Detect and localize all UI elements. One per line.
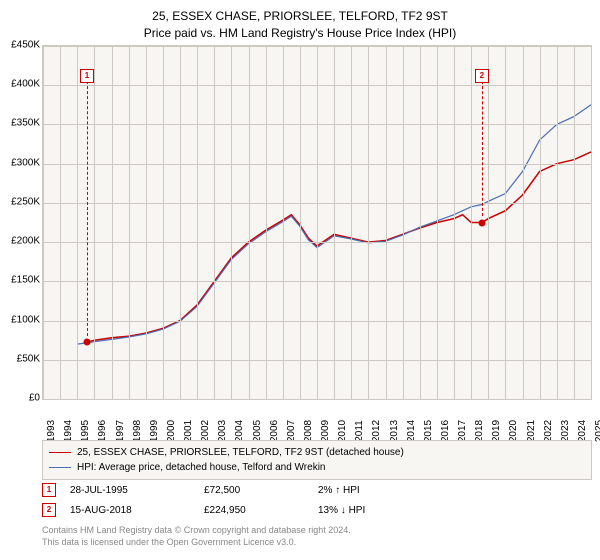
x-tick-label: 2008 (303, 420, 314, 442)
footnote-line: This data is licensed under the Open Gov… (42, 537, 592, 549)
y-tick-label: £400K (0, 79, 40, 90)
price-row: 1 28-JUL-1995 £72,500 2% ↑ HPI (42, 480, 592, 500)
y-tick-label: £50K (0, 353, 40, 364)
price-row-price: £224,950 (204, 505, 304, 516)
x-tick-label: 2002 (200, 420, 211, 442)
x-tick-label: 2013 (389, 420, 400, 442)
x-axis: 1993199419951996199719981999200020012002… (42, 403, 592, 433)
x-tick-label: 1997 (115, 420, 126, 442)
y-tick-label: £450K (0, 40, 40, 51)
legend-item: HPI: Average price, detached house, Telf… (49, 460, 585, 475)
x-tick-label: 1996 (97, 420, 108, 442)
x-tick-label: 2017 (457, 420, 468, 442)
y-axis: £0£50K£100K£150K£200K£250K£300K£350K£400… (0, 45, 40, 400)
y-tick-label: £300K (0, 157, 40, 168)
x-tick-label: 2000 (166, 420, 177, 442)
x-tick-label: 1998 (132, 420, 143, 442)
x-tick-label: 2005 (252, 420, 263, 442)
legend: 25, ESSEX CHASE, PRIORSLEE, TELFORD, TF2… (42, 440, 592, 480)
x-tick-label: 2004 (234, 420, 245, 442)
chart: £0 £50K £100K £150K £200K £250K £300K £350K £400… (0, 45, 600, 435)
x-tick-label: 2007 (286, 420, 297, 442)
x-tick-label: 2003 (217, 420, 228, 442)
legend-swatch (49, 467, 71, 468)
x-tick-label: 2009 (320, 420, 331, 442)
x-tick-label: 2020 (508, 420, 519, 442)
chart-marker-dot (84, 339, 91, 346)
chart-marker-box: 2 (475, 69, 489, 83)
x-tick-label: 2022 (543, 420, 554, 442)
x-tick-label: 1994 (63, 420, 74, 442)
x-tick-label: 2015 (423, 420, 434, 442)
price-row-date: 15-AUG-2018 (70, 505, 190, 516)
x-tick-label: 2018 (474, 420, 485, 442)
x-tick-label: 2021 (526, 420, 537, 442)
price-row-date: 28-JUL-1995 (70, 485, 190, 496)
price-row: 2 15-AUG-2018 £224,950 13% ↓ HPI (42, 500, 592, 520)
x-tick-label: 2025 (594, 420, 600, 442)
x-tick-label: 2011 (354, 420, 365, 442)
x-tick-label: 2023 (560, 420, 571, 442)
plot-area: 12 (42, 45, 592, 400)
x-tick-label: 1999 (149, 420, 160, 442)
x-tick-label: 1995 (80, 420, 91, 442)
y-tick-label: £0 (0, 393, 40, 404)
chart-marker-dot (478, 219, 485, 226)
legend-label: HPI: Average price, detached house, Telf… (77, 460, 326, 475)
page-subtitle: Price paid vs. HM Land Registry's House … (0, 25, 600, 42)
x-tick-label: 2012 (371, 420, 382, 442)
price-row-price: £72,500 (204, 485, 304, 496)
x-tick-label: 2016 (440, 420, 451, 442)
x-tick-label: 2010 (337, 420, 348, 442)
x-tick-label: 1993 (46, 420, 57, 442)
price-row-diff: 13% ↓ HPI (318, 505, 365, 516)
x-tick-label: 2014 (406, 420, 417, 442)
footnote-line: Contains HM Land Registry data © Crown c… (42, 525, 592, 537)
price-row-marker: 1 (42, 483, 56, 497)
x-tick-label: 2001 (183, 420, 194, 442)
y-tick-label: £100K (0, 314, 40, 325)
x-tick-label: 2006 (269, 420, 280, 442)
x-tick-label: 2024 (577, 420, 588, 442)
y-tick-label: £350K (0, 118, 40, 129)
y-tick-label: £200K (0, 236, 40, 247)
price-row-diff: 2% ↑ HPI (318, 485, 360, 496)
price-row-marker: 2 (42, 503, 56, 517)
y-tick-label: £150K (0, 275, 40, 286)
y-tick-label: £250K (0, 196, 40, 207)
legend-item: 25, ESSEX CHASE, PRIORSLEE, TELFORD, TF2… (49, 445, 585, 460)
footnote: Contains HM Land Registry data © Crown c… (42, 525, 592, 548)
page-title: 25, ESSEX CHASE, PRIORSLEE, TELFORD, TF2… (0, 8, 600, 25)
chart-marker-box: 1 (80, 69, 94, 83)
legend-swatch (49, 452, 71, 453)
price-table: 1 28-JUL-1995 £72,500 2% ↑ HPI 2 15-AUG-2018 £… (42, 480, 592, 520)
x-tick-label: 2019 (491, 420, 502, 442)
legend-label: 25, ESSEX CHASE, PRIORSLEE, TELFORD, TF2… (77, 445, 404, 460)
